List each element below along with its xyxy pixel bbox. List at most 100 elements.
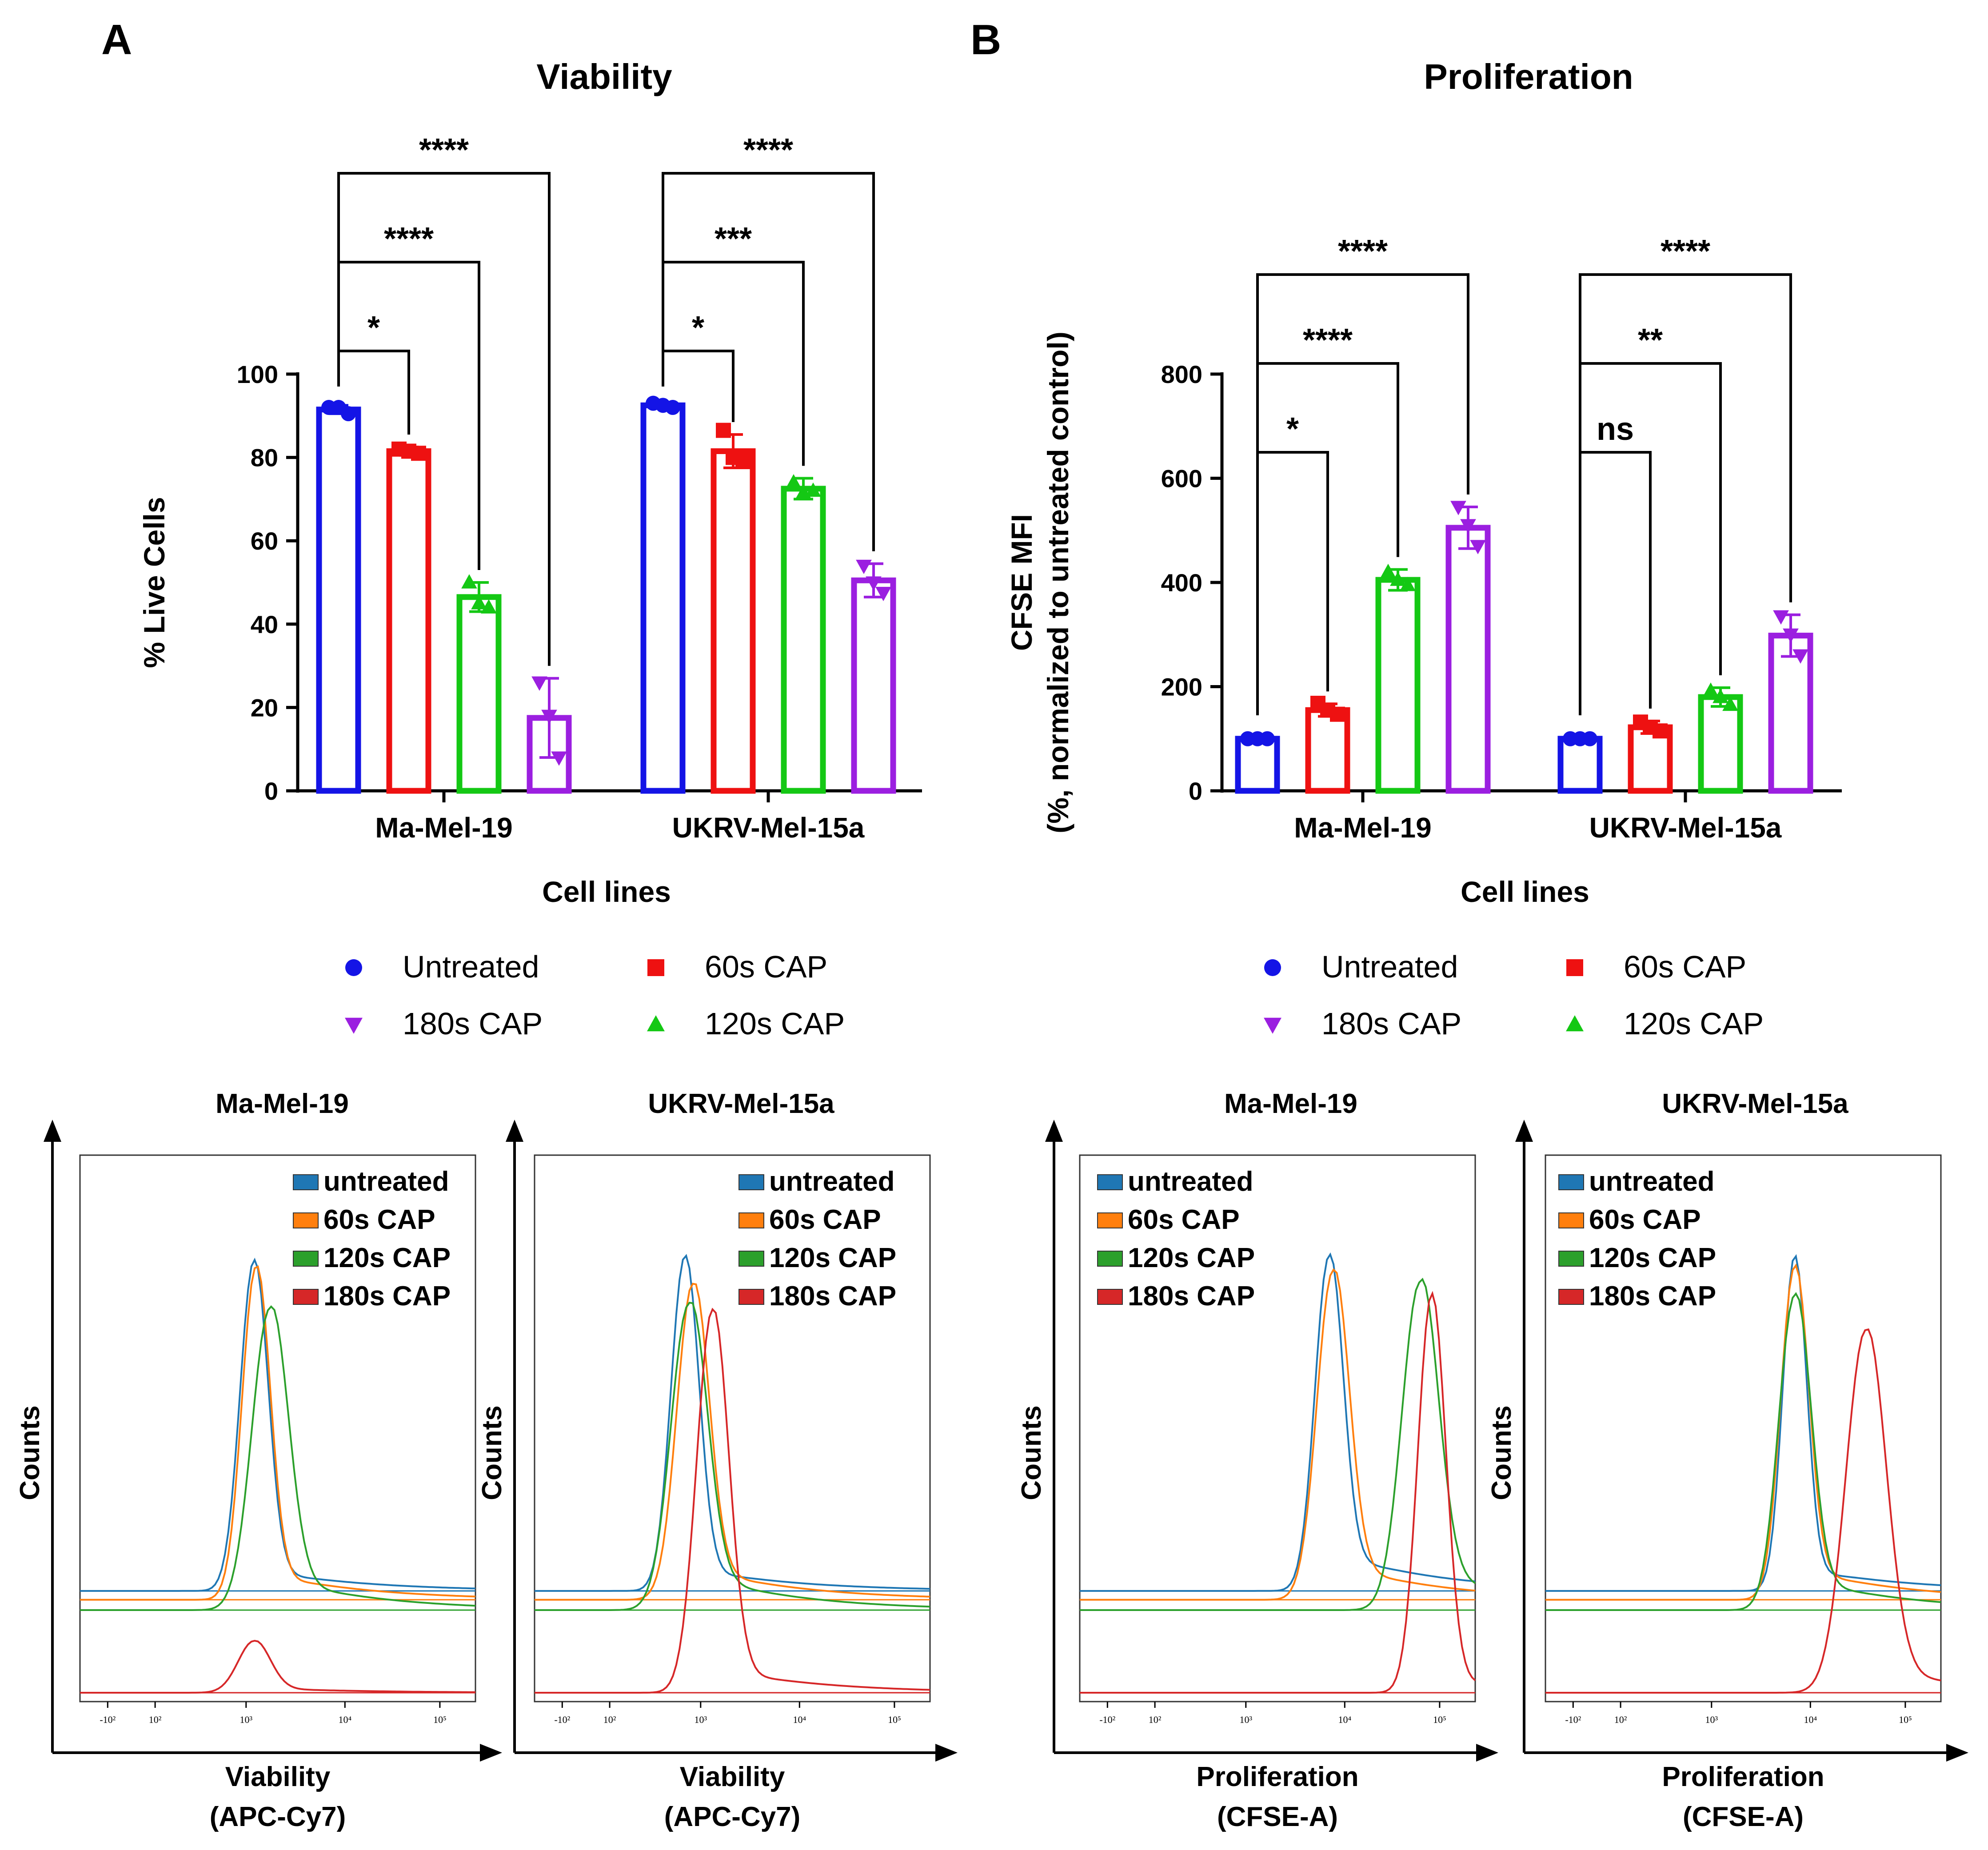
y-tick-label: 100 — [237, 360, 278, 388]
significance-label: * — [367, 310, 380, 346]
data-point — [1653, 723, 1668, 739]
data-point — [875, 586, 891, 602]
x-label-2: (CFSE-A) — [1683, 1802, 1804, 1832]
x-tick-label: 10⁵ — [888, 1714, 901, 1725]
data-point — [786, 474, 802, 489]
x-tick-label: 10⁵ — [1899, 1714, 1912, 1725]
x-tick-label: 10² — [603, 1714, 616, 1725]
legend-swatch — [293, 1251, 319, 1267]
y-tick-label: 0 — [1189, 777, 1202, 805]
data-point — [735, 454, 750, 469]
legend-180s-marker — [345, 1017, 363, 1034]
legend-swatch — [1097, 1251, 1123, 1267]
legend-swatch — [1097, 1212, 1123, 1228]
legend-60s-marker — [647, 959, 664, 976]
y-tick-label: 0 — [264, 777, 278, 805]
y-tick-label: 80 — [251, 444, 278, 472]
histogram-curve — [535, 1308, 930, 1694]
x-tick-label: 10⁴ — [793, 1714, 806, 1725]
legend-swatch — [293, 1289, 319, 1305]
histogram-curve — [1545, 1328, 1941, 1694]
significance-label: * — [1286, 411, 1299, 447]
x-label: Viability — [225, 1762, 331, 1792]
viability-bar-chart: Viability 0 20 40 60 80 100 % Live Cells Ma-Mel-… — [138, 57, 922, 1041]
legend-label: 120s CAP — [1589, 1243, 1716, 1273]
legend-label: 180s CAP — [769, 1281, 896, 1312]
x-tick-label: -10² — [1099, 1714, 1115, 1725]
legend-label: 60s CAP — [323, 1204, 435, 1235]
right-arrow-icon — [1476, 1744, 1498, 1762]
data-point — [541, 710, 557, 724]
y-tick-label: 200 — [1161, 673, 1202, 701]
x-tick-label: 10⁴ — [1804, 1714, 1817, 1725]
legend-untreated-marker — [345, 959, 362, 976]
bar — [640, 402, 686, 794]
bar — [1305, 707, 1350, 794]
x-tick-label: 10⁴ — [1338, 1714, 1351, 1725]
category-label: Ma-Mel-19 — [375, 812, 512, 844]
histogram-curve — [80, 1305, 476, 1611]
x-tick-label: 10² — [1149, 1714, 1162, 1725]
y-tick-label: 800 — [1161, 360, 1202, 388]
x-tick-label: 10⁵ — [433, 1714, 447, 1725]
proliferation-bar-chart: Proliferation 0 200 400 600 800 CFSE MFI (%, no… — [1005, 57, 1842, 1041]
bar — [1375, 577, 1421, 794]
data-point — [1792, 649, 1808, 664]
histogram-title: Ma-Mel-19 — [1224, 1088, 1357, 1119]
legend-label: 60s CAP — [1128, 1204, 1240, 1235]
legend-label: 180s CAP — [323, 1281, 451, 1312]
legend-swatch — [1558, 1174, 1584, 1190]
data-point — [1390, 571, 1406, 586]
legend-60s-label: 60s CAP — [1624, 949, 1746, 984]
panel-letter-b: B — [970, 16, 1001, 64]
significance-label: **** — [384, 221, 434, 257]
data-point — [1450, 501, 1466, 515]
significance-bracket — [1579, 273, 1792, 715]
x-tick-label: -10² — [1565, 1714, 1581, 1725]
data-point — [866, 576, 882, 591]
legend-120s-label: 120s CAP — [705, 1006, 845, 1041]
data-point — [716, 423, 731, 438]
legend-swatch — [1097, 1174, 1123, 1190]
x-label-2: (CFSE-A) — [1217, 1802, 1338, 1832]
significance-label: ** — [1638, 323, 1663, 358]
bar — [456, 594, 502, 794]
legend-swatch — [1558, 1212, 1584, 1228]
x-label-2: (APC-Cy7) — [210, 1802, 346, 1832]
data-point — [856, 559, 872, 574]
legend-60s-marker — [1566, 959, 1583, 976]
legend-180s-label: 180s CAP — [1321, 1006, 1461, 1041]
legend-swatch — [293, 1212, 319, 1228]
histogram-panel: UKRV-Mel-15a Counts Proliferation (CFSE-A) u… — [1486, 1088, 1968, 1832]
significance-label: **** — [743, 132, 793, 168]
x-tick-label: 10⁵ — [1433, 1714, 1446, 1725]
legend-label: 180s CAP — [1128, 1281, 1255, 1312]
bar — [1445, 525, 1491, 794]
data-point — [1713, 689, 1729, 703]
x-tick-label: 10³ — [1705, 1714, 1718, 1725]
y-axis-label: % Live Cells — [138, 497, 171, 668]
counts-label: Counts — [1486, 1405, 1517, 1500]
histogram-title: UKRV-Mel-15a — [1662, 1088, 1848, 1119]
legend-swatch — [1097, 1289, 1123, 1305]
significance-bracket — [1579, 451, 1652, 715]
legend-swatch — [1558, 1289, 1584, 1305]
histogram-panel: Ma-Mel-19 Counts Viability (APC-Cy7) untreat… — [15, 1088, 502, 1832]
legend-label: untreated — [769, 1166, 894, 1197]
data-point — [805, 482, 821, 497]
bar — [386, 448, 431, 794]
plot-box — [79, 1154, 476, 1702]
data-point — [1380, 563, 1396, 578]
x-axis-label: Cell lines — [542, 875, 671, 908]
x-tick-label: -10² — [100, 1714, 116, 1725]
up-arrow-icon — [1045, 1120, 1063, 1142]
significance-label: **** — [1661, 234, 1710, 269]
significance-label: ns — [1597, 411, 1634, 447]
x-axis-label: Cell lines — [1461, 875, 1589, 908]
x-label: Viability — [680, 1762, 785, 1792]
histogram-title: Ma-Mel-19 — [216, 1088, 349, 1119]
legend-label: untreated — [323, 1166, 449, 1197]
histogram-curve — [80, 1265, 476, 1601]
legend-swatch — [739, 1212, 764, 1228]
histogram-title: UKRV-Mel-15a — [648, 1088, 834, 1119]
